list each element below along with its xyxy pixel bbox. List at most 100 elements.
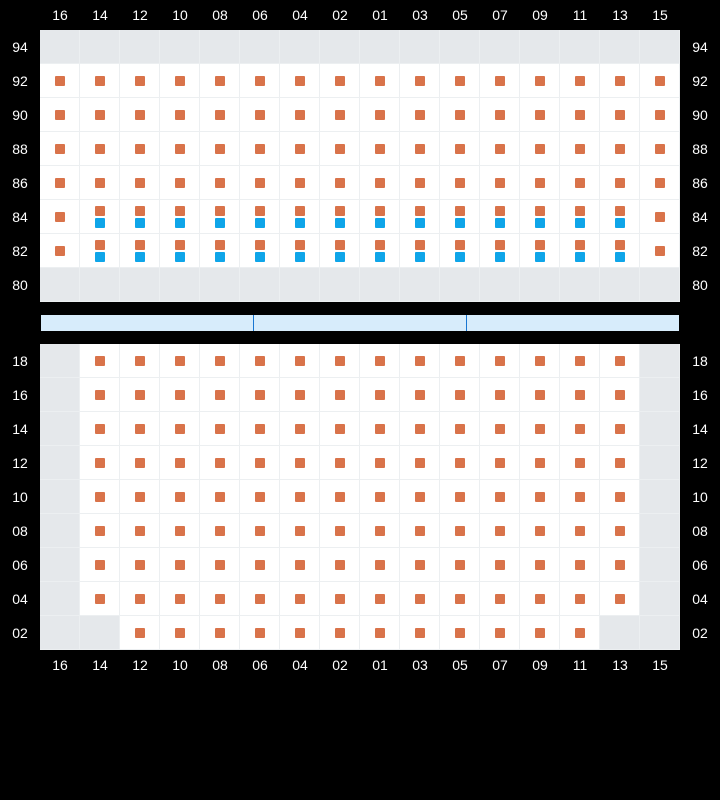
seat-cell[interactable] bbox=[120, 548, 160, 582]
seat-cell[interactable] bbox=[480, 412, 520, 446]
seat-cell[interactable] bbox=[600, 234, 640, 268]
seat-cell[interactable] bbox=[480, 64, 520, 98]
seat-cell[interactable] bbox=[520, 582, 560, 616]
seat-cell[interactable] bbox=[480, 234, 520, 268]
seat-cell[interactable] bbox=[240, 514, 280, 548]
seat-cell[interactable] bbox=[520, 446, 560, 480]
seat-cell[interactable] bbox=[120, 132, 160, 166]
seat-cell[interactable] bbox=[400, 98, 440, 132]
seat-cell[interactable] bbox=[160, 344, 200, 378]
seat-cell[interactable] bbox=[400, 514, 440, 548]
seat-cell[interactable] bbox=[280, 616, 320, 650]
seat-cell[interactable] bbox=[280, 344, 320, 378]
seat-cell[interactable] bbox=[320, 446, 360, 480]
seat-cell[interactable] bbox=[400, 234, 440, 268]
seat-cell[interactable] bbox=[520, 200, 560, 234]
seat-cell[interactable] bbox=[240, 64, 280, 98]
seat-cell[interactable] bbox=[200, 166, 240, 200]
seat-cell[interactable] bbox=[360, 378, 400, 412]
seat-cell[interactable] bbox=[240, 548, 280, 582]
seat-cell[interactable] bbox=[320, 616, 360, 650]
seat-cell[interactable] bbox=[480, 98, 520, 132]
seat-cell[interactable] bbox=[160, 98, 200, 132]
seat-cell[interactable] bbox=[240, 200, 280, 234]
seat-cell[interactable] bbox=[40, 64, 80, 98]
seat-cell[interactable] bbox=[280, 582, 320, 616]
seat-cell[interactable] bbox=[600, 514, 640, 548]
seat-cell[interactable] bbox=[80, 344, 120, 378]
seat-cell[interactable] bbox=[200, 446, 240, 480]
seat-cell[interactable] bbox=[240, 446, 280, 480]
seat-cell[interactable] bbox=[600, 480, 640, 514]
seat-cell[interactable] bbox=[80, 548, 120, 582]
seat-cell[interactable] bbox=[400, 132, 440, 166]
seat-cell[interactable] bbox=[120, 514, 160, 548]
seat-cell[interactable] bbox=[120, 98, 160, 132]
seat-cell[interactable] bbox=[560, 234, 600, 268]
seat-cell[interactable] bbox=[560, 548, 600, 582]
seat-cell[interactable] bbox=[400, 344, 440, 378]
seat-cell[interactable] bbox=[440, 166, 480, 200]
seat-cell[interactable] bbox=[200, 548, 240, 582]
seat-cell[interactable] bbox=[480, 582, 520, 616]
seat-cell[interactable] bbox=[520, 514, 560, 548]
seat-cell[interactable] bbox=[200, 582, 240, 616]
seat-cell[interactable] bbox=[200, 132, 240, 166]
seat-cell[interactable] bbox=[480, 480, 520, 514]
seat-cell[interactable] bbox=[480, 132, 520, 166]
seat-cell[interactable] bbox=[320, 200, 360, 234]
seat-cell[interactable] bbox=[240, 234, 280, 268]
seat-cell[interactable] bbox=[400, 378, 440, 412]
seat-cell[interactable] bbox=[120, 166, 160, 200]
seat-cell[interactable] bbox=[280, 514, 320, 548]
seat-cell[interactable] bbox=[120, 234, 160, 268]
seat-cell[interactable] bbox=[80, 514, 120, 548]
seat-cell[interactable] bbox=[120, 582, 160, 616]
seat-cell[interactable] bbox=[440, 344, 480, 378]
seat-cell[interactable] bbox=[360, 616, 400, 650]
seat-cell[interactable] bbox=[360, 344, 400, 378]
seat-cell[interactable] bbox=[560, 344, 600, 378]
seat-cell[interactable] bbox=[400, 582, 440, 616]
seat-cell[interactable] bbox=[440, 548, 480, 582]
seat-cell[interactable] bbox=[560, 378, 600, 412]
seat-cell[interactable] bbox=[360, 412, 400, 446]
seat-cell[interactable] bbox=[80, 234, 120, 268]
seat-cell[interactable] bbox=[120, 616, 160, 650]
seat-cell[interactable] bbox=[360, 132, 400, 166]
seat-cell[interactable] bbox=[280, 132, 320, 166]
seat-cell[interactable] bbox=[600, 64, 640, 98]
seat-cell[interactable] bbox=[440, 446, 480, 480]
seat-cell[interactable] bbox=[80, 582, 120, 616]
seat-cell[interactable] bbox=[440, 200, 480, 234]
seat-cell[interactable] bbox=[200, 480, 240, 514]
seat-cell[interactable] bbox=[280, 378, 320, 412]
seat-cell[interactable] bbox=[400, 446, 440, 480]
seat-cell[interactable] bbox=[440, 98, 480, 132]
seat-cell[interactable] bbox=[160, 200, 200, 234]
seat-cell[interactable] bbox=[240, 616, 280, 650]
seat-cell[interactable] bbox=[640, 166, 680, 200]
seat-cell[interactable] bbox=[480, 378, 520, 412]
seat-cell[interactable] bbox=[240, 132, 280, 166]
seat-cell[interactable] bbox=[600, 200, 640, 234]
seat-cell[interactable] bbox=[560, 616, 600, 650]
seat-cell[interactable] bbox=[480, 616, 520, 650]
seat-cell[interactable] bbox=[80, 132, 120, 166]
seat-cell[interactable] bbox=[40, 234, 80, 268]
seat-cell[interactable] bbox=[200, 234, 240, 268]
seat-cell[interactable] bbox=[400, 480, 440, 514]
seat-cell[interactable] bbox=[240, 378, 280, 412]
seat-cell[interactable] bbox=[160, 378, 200, 412]
seat-cell[interactable] bbox=[120, 200, 160, 234]
seat-cell[interactable] bbox=[160, 64, 200, 98]
seat-cell[interactable] bbox=[440, 64, 480, 98]
seat-cell[interactable] bbox=[480, 514, 520, 548]
seat-cell[interactable] bbox=[160, 166, 200, 200]
seat-cell[interactable] bbox=[80, 166, 120, 200]
seat-cell[interactable] bbox=[240, 98, 280, 132]
seat-cell[interactable] bbox=[120, 480, 160, 514]
seat-cell[interactable] bbox=[240, 344, 280, 378]
seat-cell[interactable] bbox=[360, 200, 400, 234]
seat-cell[interactable] bbox=[480, 166, 520, 200]
